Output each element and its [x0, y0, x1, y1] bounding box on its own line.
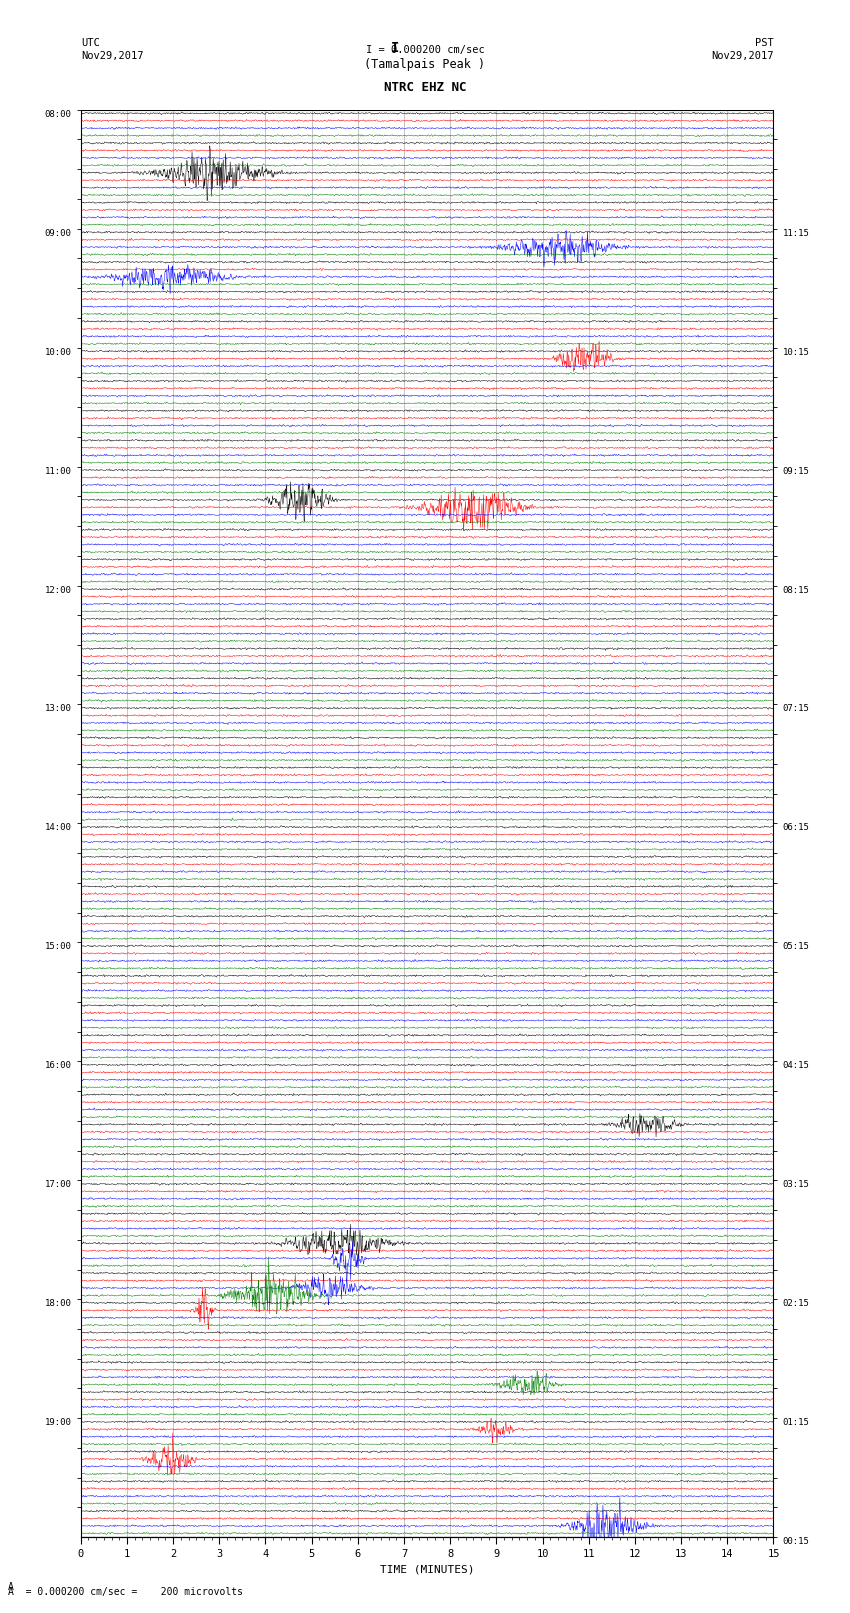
Text: A  = 0.000200 cm/sec =    200 microvolts: A = 0.000200 cm/sec = 200 microvolts — [8, 1587, 243, 1597]
Text: A: A — [8, 1582, 14, 1592]
X-axis label: TIME (MINUTES): TIME (MINUTES) — [380, 1565, 474, 1574]
Text: I: I — [391, 40, 399, 55]
Text: Nov29,2017: Nov29,2017 — [711, 52, 774, 61]
Text: NTRC EHZ NC: NTRC EHZ NC — [383, 81, 467, 94]
Text: I = 0.000200 cm/sec: I = 0.000200 cm/sec — [366, 45, 484, 55]
Text: PST: PST — [755, 39, 774, 48]
Text: (Tamalpais Peak ): (Tamalpais Peak ) — [365, 58, 485, 71]
Text: Nov29,2017: Nov29,2017 — [81, 52, 144, 61]
Text: UTC: UTC — [81, 39, 99, 48]
